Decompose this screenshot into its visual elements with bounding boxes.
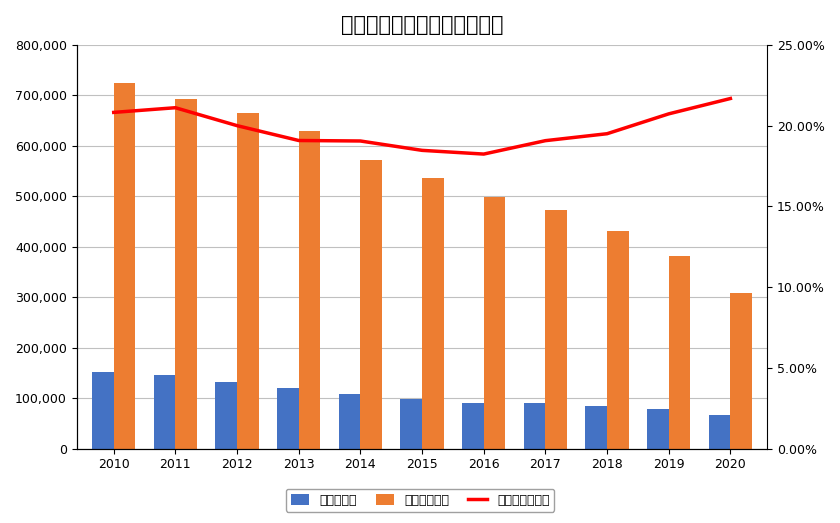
自転車事故割合: [664, 111, 674, 117]
Bar: [545, 210, 567, 449]
Line: 自転車事故割合: 自転車事故割合: [113, 98, 731, 154]
Bar: [462, 403, 484, 449]
Bar: [524, 403, 545, 449]
Legend: 自転車事故, 交通事故全体, 自転車事故割合: 自転車事故, 交通事故全体, 自転車事故割合: [286, 488, 554, 511]
自転車事故割合: [232, 122, 242, 129]
Title: 自転車事故・交通事故の推移: 自転車事故・交通事故の推移: [341, 15, 503, 35]
自転車事故割合: [417, 147, 427, 153]
Bar: [401, 399, 422, 449]
Bar: [709, 415, 731, 449]
Bar: [339, 394, 360, 449]
自転車事故割合: [479, 151, 489, 157]
自転車事故割合: [108, 109, 118, 116]
Bar: [422, 178, 444, 449]
自転車事故割合: [726, 95, 736, 101]
Bar: [113, 83, 135, 449]
Bar: [216, 382, 237, 449]
自転車事故割合: [355, 138, 365, 144]
自転車事故割合: [602, 131, 612, 137]
Bar: [237, 113, 259, 449]
Bar: [154, 375, 176, 449]
自転車事故割合: [294, 138, 304, 144]
Bar: [92, 372, 113, 449]
Bar: [277, 388, 299, 449]
自転車事故割合: [540, 138, 550, 144]
Bar: [647, 409, 669, 449]
Bar: [731, 293, 752, 449]
Bar: [176, 99, 197, 449]
Bar: [484, 197, 506, 449]
Bar: [607, 231, 628, 449]
Bar: [585, 406, 607, 449]
Bar: [299, 131, 320, 449]
Bar: [360, 160, 382, 449]
自転車事故割合: [171, 105, 181, 111]
Bar: [669, 256, 690, 449]
